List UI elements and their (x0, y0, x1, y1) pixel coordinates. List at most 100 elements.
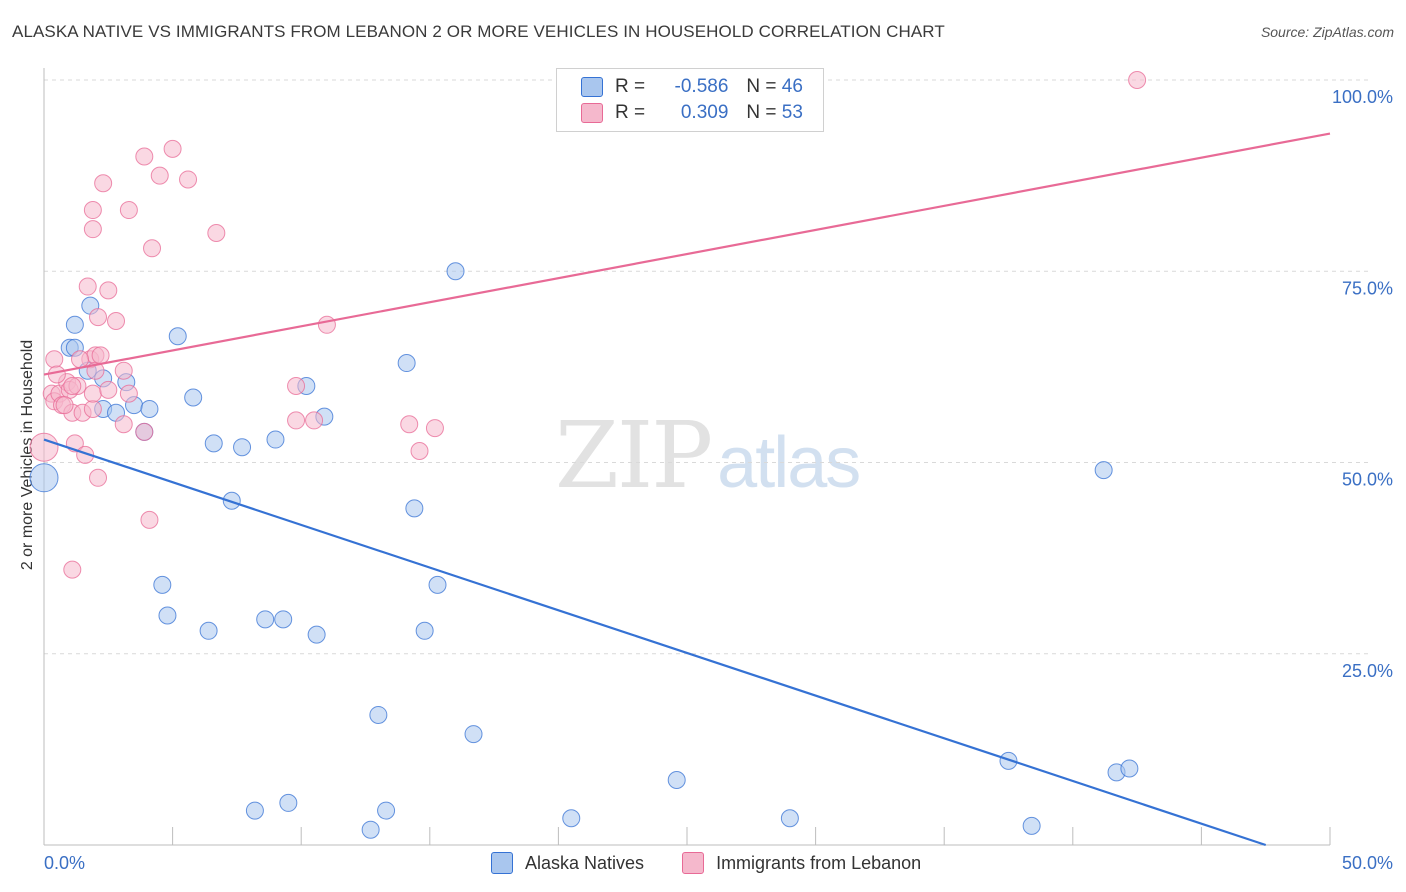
lebanon-point (305, 411, 324, 430)
legend-swatch-blue (581, 77, 603, 97)
legend-swatch-pink (682, 852, 705, 874)
correlation-legend: R = -0.586 N = 46 R = 0.309 N = 53 (556, 68, 824, 132)
alaska-native-point (153, 575, 172, 594)
alaska-native-point (1120, 759, 1139, 778)
alaska-native-point (199, 621, 218, 640)
lebanon-point (83, 220, 102, 239)
alaska-native-point (245, 801, 264, 820)
lebanon-point (119, 384, 138, 403)
lebanon-point (317, 315, 336, 334)
alaska-native-trendline (43, 438, 1267, 847)
lebanon-point (89, 308, 108, 327)
lebanon-point (83, 384, 102, 403)
alaska-native-point (158, 606, 177, 625)
legend-row-alaska: R = -0.586 N = 46 (581, 75, 803, 99)
alaska-native-point (446, 262, 465, 281)
lebanon-point (1128, 71, 1147, 89)
lebanon-point (94, 174, 113, 193)
series-legend: Alaska Natives Immigrants from Lebanon (491, 852, 959, 874)
alaska-native-point (274, 610, 293, 629)
alaska-native-point (377, 801, 396, 820)
lebanon-point (410, 442, 429, 461)
lebanon-point (135, 147, 154, 166)
legend-r-value: 0.309 (680, 102, 729, 123)
lebanon-point (45, 350, 64, 369)
chart-title: ALASKA NATIVE VS IMMIGRANTS FROM LEBANON… (12, 22, 945, 41)
lebanon-point (114, 361, 133, 380)
alaska-native-point (65, 315, 84, 334)
alaska-native-point (256, 610, 275, 629)
alaska-native-point (562, 809, 581, 828)
lebanon-point (107, 311, 126, 330)
alaska-native-point (1094, 461, 1113, 480)
lebanon-point (78, 277, 97, 296)
alaska-native-point (361, 820, 380, 839)
alaska-native-point (397, 354, 416, 373)
alaska-native-point (184, 388, 203, 407)
lebanon-point (150, 166, 169, 185)
alaska-native-point (369, 705, 388, 724)
legend-swatch-pink (581, 103, 603, 123)
lebanon-point (287, 377, 306, 395)
lebanon-point (400, 415, 419, 434)
alaska-native-point (780, 809, 799, 828)
legend-n-value: 46 (781, 76, 803, 97)
alaska-native-point (266, 430, 285, 449)
alaska-native-point (415, 621, 434, 640)
lebanon-point (207, 224, 226, 242)
alaska-native-point (667, 770, 686, 789)
lebanon-point (425, 419, 444, 438)
alaska-native-point (29, 463, 59, 493)
alaska-native-point (1022, 816, 1041, 835)
legend-label-alaska-natives: Alaska Natives (525, 852, 645, 873)
alaska-native-point (140, 399, 159, 418)
legend-r-label: R = (615, 76, 646, 97)
source-credit: Source: ZipAtlas.com (1260, 24, 1394, 40)
lebanon-point (29, 432, 59, 462)
lebanon-point (99, 380, 118, 399)
legend-n-value: 53 (781, 102, 803, 123)
y-tick-label: 50.0% (1342, 470, 1393, 490)
legend-swatch-blue (491, 852, 513, 874)
lebanon-point (179, 170, 198, 189)
legend-label-lebanon: Immigrants from Lebanon (716, 852, 922, 873)
lebanon-trendline (43, 132, 1331, 376)
lebanon-point (163, 139, 182, 158)
lebanon-point (71, 350, 90, 369)
x-tick-label: 0.0% (44, 853, 85, 873)
alaska-native-point (168, 327, 187, 346)
lebanon-point (89, 468, 108, 487)
lebanon-point (143, 239, 162, 258)
alaska-native-point (204, 434, 223, 453)
alaska-native-point (279, 793, 298, 812)
alaska-native-point (233, 438, 252, 457)
lebanon-point (287, 411, 306, 430)
alaska-native-point (405, 499, 424, 518)
lebanon-point (140, 510, 159, 529)
lebanon-point (47, 365, 66, 384)
lebanon-point (83, 399, 102, 418)
alaska-native-point (428, 575, 447, 594)
alaska-native-point (464, 725, 483, 744)
x-tick-label: 50.0% (1342, 853, 1393, 873)
alaska-native-point (999, 751, 1018, 770)
lebanon-point (63, 560, 82, 579)
lebanon-point (135, 422, 154, 441)
legend-item-alaska-natives[interactable]: Alaska Natives (491, 852, 644, 874)
lebanon-point (83, 201, 102, 220)
alaska-native-point (307, 625, 326, 644)
legend-item-lebanon[interactable]: Immigrants from Lebanon (682, 852, 921, 874)
lebanon-point (76, 445, 95, 464)
lebanon-point (91, 346, 110, 365)
legend-n-label: N = (746, 76, 777, 97)
legend-row-lebanon: R = 0.309 N = 53 (581, 101, 803, 125)
legend-r-value: -0.586 (674, 76, 729, 97)
lebanon-point (119, 201, 138, 220)
lebanon-point (63, 377, 82, 395)
y-tick-label: 25.0% (1342, 661, 1393, 681)
y-tick-label: 100.0% (1332, 87, 1393, 107)
lebanon-point (55, 396, 74, 415)
y-tick-label: 75.0% (1342, 278, 1393, 298)
lebanon-point (114, 415, 133, 434)
watermark-main: ZIP (555, 402, 713, 509)
